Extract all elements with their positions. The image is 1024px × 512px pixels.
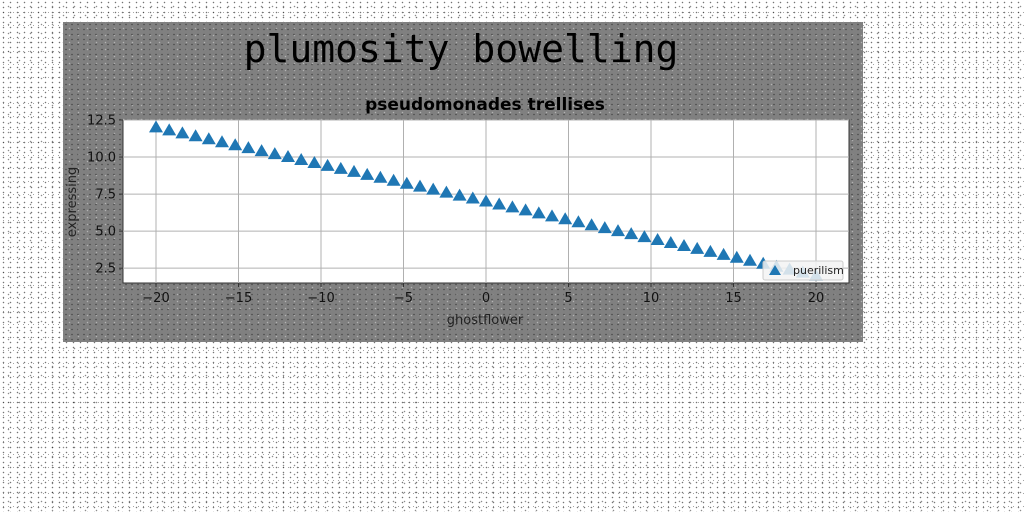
y-axis-label: expressing	[65, 167, 80, 237]
data-point	[399, 176, 414, 189]
data-point	[228, 138, 243, 151]
data-point	[584, 218, 599, 231]
data-point	[386, 173, 401, 186]
data-point	[188, 129, 203, 142]
data-point	[505, 200, 520, 213]
data-point	[373, 170, 388, 183]
x-tick-label: 5	[564, 291, 572, 306]
data-point	[716, 247, 731, 260]
data-point	[175, 126, 190, 139]
data-point	[267, 147, 282, 160]
data-point	[703, 244, 718, 257]
data-point	[347, 164, 361, 177]
data-point	[333, 161, 348, 174]
y-tick-label: 12.5	[87, 114, 116, 129]
data-point	[294, 153, 309, 166]
data-point	[360, 167, 375, 180]
data-point	[254, 144, 269, 157]
data-point	[281, 150, 295, 163]
chart-svg: plumosity bowelling pseudomonades trelli…	[65, 27, 850, 328]
data-point	[413, 179, 427, 192]
data-point	[518, 203, 533, 216]
data-point	[320, 158, 335, 171]
data-point	[201, 132, 216, 145]
data-point	[545, 209, 559, 222]
grid-lines	[123, 119, 849, 283]
x-tick-label: −20	[142, 291, 169, 306]
legend-marker	[769, 265, 781, 275]
data-point	[729, 250, 744, 263]
y-tick-label: 10.0	[87, 151, 116, 166]
x-tick-label: 0	[482, 291, 490, 306]
x-tick-label: 15	[725, 291, 742, 306]
data-point	[611, 224, 625, 237]
data-point	[743, 253, 757, 266]
data-point	[452, 188, 467, 201]
data-point	[149, 120, 163, 133]
data-point	[215, 135, 229, 148]
x-tick-label: −5	[394, 291, 413, 306]
data-point	[479, 194, 493, 207]
data-point	[307, 155, 322, 168]
data-point	[624, 227, 639, 240]
data-point	[531, 206, 546, 219]
data-point	[597, 221, 612, 234]
data-points	[149, 120, 823, 281]
data-point	[690, 241, 705, 254]
axis-ticks: −20 −15 −10 −5 0 5 10 15 20 2.5 5.0 7.5 10.0 12.5	[87, 114, 824, 307]
y-tick-label: 2.5	[95, 262, 116, 277]
data-point	[426, 182, 441, 195]
data-point	[663, 235, 678, 248]
data-point	[677, 238, 691, 251]
legend-label: puerilism	[793, 264, 844, 277]
data-point	[439, 185, 454, 198]
chart-title: pseudomonades trellises	[365, 95, 605, 115]
data-point	[637, 230, 652, 243]
data-point	[650, 233, 665, 246]
data-point	[162, 123, 177, 136]
y-tick-label: 7.5	[95, 188, 116, 203]
x-tick-label: 20	[808, 291, 825, 306]
chart-suptitle: plumosity bowelling	[244, 27, 679, 71]
x-axis-label: ghostflower	[447, 313, 524, 328]
data-point	[571, 215, 586, 228]
chart-figure: plumosity bowelling pseudomonades trelli…	[63, 22, 863, 342]
data-point	[558, 212, 573, 225]
x-tick-label: −15	[225, 291, 252, 306]
x-tick-label: −10	[307, 291, 334, 306]
legend-box	[762, 260, 844, 281]
x-tick-label: 10	[643, 291, 660, 306]
data-point	[492, 197, 507, 210]
y-tick-label: 5.0	[95, 225, 116, 240]
data-point	[465, 191, 480, 204]
data-point	[241, 141, 256, 154]
chart-legend: puerilism	[762, 260, 844, 281]
